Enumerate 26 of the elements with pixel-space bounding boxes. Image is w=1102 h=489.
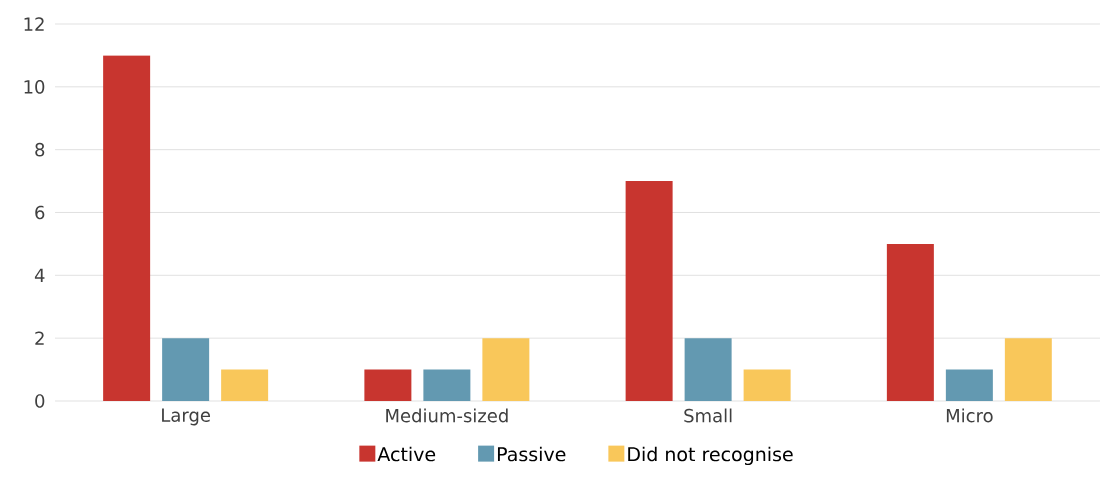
bar [423, 369, 471, 401]
legend-label: Passive [497, 446, 566, 462]
y-tick-label: 12 [24, 17, 44, 31]
bar [162, 338, 210, 401]
y-tick-label: 2 [35, 331, 44, 345]
x-tick-label: Small [684, 408, 732, 423]
bar [625, 181, 673, 401]
y-tick-label: 10 [24, 80, 45, 94]
y-tick-label: 8 [35, 142, 45, 157]
y-tick-label: 0 [35, 394, 45, 408]
bar [684, 338, 732, 401]
bar [221, 369, 269, 401]
x-tick-label: Micro [946, 408, 993, 423]
x-tick-label: Medium-sized [386, 408, 508, 423]
bar [1004, 338, 1052, 401]
bar [364, 369, 412, 401]
x-tick-label: Large [162, 408, 211, 426]
bar [945, 369, 993, 401]
bar [103, 55, 151, 401]
bar [743, 369, 791, 401]
legend-label: Did not recognise [628, 446, 793, 466]
legend-label: Active [377, 446, 436, 462]
y-tick-label: 6 [35, 205, 45, 220]
y-tick-label: 4 [34, 268, 45, 282]
bar [886, 243, 934, 401]
bar [482, 338, 530, 401]
